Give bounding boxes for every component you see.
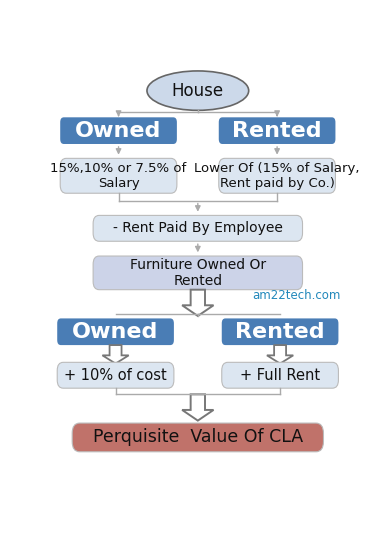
Ellipse shape <box>147 71 249 110</box>
FancyBboxPatch shape <box>93 215 303 241</box>
FancyBboxPatch shape <box>57 318 174 345</box>
Polygon shape <box>182 290 213 316</box>
Text: Furniture Owned Or
Rented: Furniture Owned Or Rented <box>130 258 266 288</box>
FancyBboxPatch shape <box>60 117 177 144</box>
FancyBboxPatch shape <box>93 256 303 290</box>
Text: Rented: Rented <box>235 322 325 342</box>
Text: Owned: Owned <box>75 120 162 141</box>
Text: + 10% of cost: + 10% of cost <box>64 368 167 383</box>
Polygon shape <box>102 345 129 364</box>
FancyBboxPatch shape <box>60 158 177 193</box>
FancyBboxPatch shape <box>72 423 323 452</box>
FancyBboxPatch shape <box>219 158 335 193</box>
FancyBboxPatch shape <box>222 318 339 345</box>
Text: Lower Of (15% of Salary,
Rent paid by Co.): Lower Of (15% of Salary, Rent paid by Co… <box>194 162 360 190</box>
Text: am22tech.com: am22tech.com <box>252 289 341 302</box>
FancyBboxPatch shape <box>57 362 174 388</box>
Polygon shape <box>182 394 213 421</box>
Polygon shape <box>267 345 293 364</box>
Text: Perquisite  Value Of CLA: Perquisite Value Of CLA <box>93 429 303 447</box>
Text: + Full Rent: + Full Rent <box>240 368 320 383</box>
Text: Rented: Rented <box>232 120 322 141</box>
Text: - Rent Paid By Employee: - Rent Paid By Employee <box>113 221 283 236</box>
Text: Owned: Owned <box>72 322 159 342</box>
FancyBboxPatch shape <box>219 117 335 144</box>
Text: 15%,10% or 7.5% of
Salary: 15%,10% or 7.5% of Salary <box>51 162 187 190</box>
FancyBboxPatch shape <box>222 362 339 388</box>
Text: House: House <box>172 82 224 100</box>
